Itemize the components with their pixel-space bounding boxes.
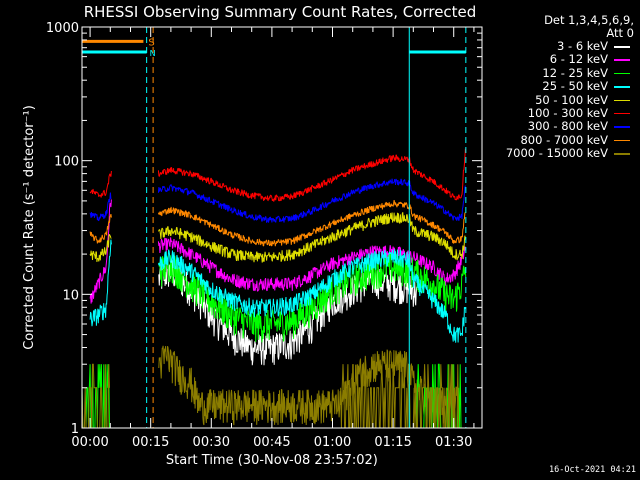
y-tick-label: 1 bbox=[71, 422, 79, 437]
legend-item: 300 - 800 keV bbox=[482, 119, 634, 134]
y-tick-label: 100 bbox=[54, 155, 79, 170]
legend-label: 25 - 50 keV bbox=[542, 79, 608, 94]
x-tick-label: 01:15 bbox=[374, 435, 411, 450]
series-line-7 bbox=[89, 199, 466, 247]
series-line-2 bbox=[158, 253, 467, 343]
series-line-4 bbox=[89, 212, 466, 263]
series-line-6 bbox=[89, 178, 466, 223]
legend-label: 3 - 6 keV bbox=[557, 39, 608, 53]
x-tick-label: 00:00 bbox=[71, 435, 108, 450]
chart-title: RHESSI Observing Summary Count Rates, Co… bbox=[84, 3, 477, 21]
legend: Det 1,3,4,5,6,9, Att 0 3 - 6 keV 6 - 12 k… bbox=[482, 14, 634, 161]
legend-swatch bbox=[614, 72, 630, 75]
series-line-8 bbox=[158, 345, 458, 426]
legend-label: 12 - 25 keV bbox=[542, 65, 608, 80]
x-tick-label: 00:45 bbox=[253, 435, 290, 450]
plot-frame bbox=[81, 26, 483, 429]
legend-label: 50 - 100 keV bbox=[535, 92, 608, 107]
legend-item: 800 - 7000 keV bbox=[482, 132, 634, 147]
legend-label: 100 - 300 keV bbox=[527, 105, 608, 120]
series-line-5 bbox=[89, 148, 466, 202]
y-axis-label: Corrected Count Rate (s⁻¹ detector⁻¹) bbox=[22, 105, 37, 350]
legend-label: 300 - 800 keV bbox=[527, 119, 608, 134]
legend-item: 7000 - 15000 keV bbox=[482, 146, 634, 161]
s-flag-label: S bbox=[148, 37, 154, 48]
legend-header-line-2: Att 0 bbox=[606, 26, 634, 40]
legend-label: 7000 - 15000 keV bbox=[505, 146, 608, 161]
legend-label: 800 - 7000 keV bbox=[520, 132, 608, 147]
legend-item: 12 - 25 keV bbox=[482, 65, 634, 80]
timestamp: 16-Oct-2021 04:21 bbox=[549, 465, 636, 475]
legend-swatch bbox=[614, 99, 630, 102]
y-tick-label: 1000 bbox=[46, 21, 79, 36]
legend-header-line-1: Det 1,3,4,5,6,9, bbox=[544, 13, 634, 27]
legend-item: 100 - 300 keV bbox=[482, 105, 634, 120]
legend-label: 6 - 12 keV bbox=[549, 52, 608, 67]
legend-swatch bbox=[614, 59, 630, 61]
legend-item: 3 - 6 keV bbox=[482, 39, 634, 53]
x-tick-label: 00:15 bbox=[132, 435, 169, 450]
legend-item: 50 - 100 keV bbox=[482, 92, 634, 107]
x-axis-label: Start Time (30-Nov-08 23:57:02) bbox=[166, 453, 378, 468]
legend-swatch bbox=[614, 153, 630, 155]
legend-swatch bbox=[614, 139, 630, 142]
legend-swatch bbox=[614, 86, 630, 88]
series-line-3 bbox=[89, 239, 466, 343]
legend-rows: 3 - 6 keV 6 - 12 keV 12 - 25 keV 25 - 50 ke… bbox=[482, 39, 634, 161]
x-tick-label: 00:30 bbox=[193, 435, 230, 450]
legend-swatch bbox=[614, 46, 630, 48]
x-tick-label: 01:00 bbox=[314, 435, 351, 450]
legend-item: 6 - 12 keV bbox=[482, 52, 634, 67]
legend-swatch bbox=[614, 112, 630, 115]
x-tick-label: 01:30 bbox=[435, 435, 472, 450]
legend-item: 25 - 50 keV bbox=[482, 79, 634, 94]
y-tick-label: 10 bbox=[62, 288, 79, 303]
legend-swatch bbox=[614, 126, 630, 128]
n-flag-label: N bbox=[150, 49, 156, 58]
